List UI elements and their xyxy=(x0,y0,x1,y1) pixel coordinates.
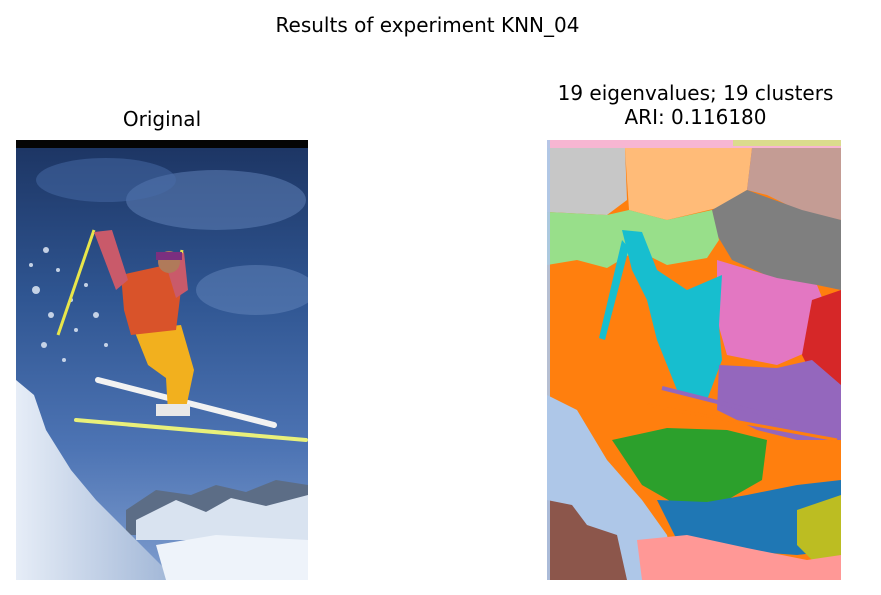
original-photo-illustration xyxy=(16,140,308,580)
snow-spray xyxy=(29,247,108,362)
cluster-blue xyxy=(657,480,841,555)
skier-headband xyxy=(156,252,182,260)
cluster-cyan xyxy=(622,230,722,400)
ski-lower xyxy=(74,418,308,442)
segmentation-image xyxy=(547,140,841,580)
cluster-light-brown xyxy=(747,148,841,220)
cluster-olive xyxy=(797,495,841,560)
cluster-light-pink xyxy=(547,140,841,148)
cluster-purple xyxy=(717,360,841,440)
figure-suptitle: Results of experiment KNN_04 xyxy=(275,13,580,37)
cluster-pink xyxy=(717,260,827,365)
segmentation-map xyxy=(547,140,841,580)
ski-streak xyxy=(661,386,798,424)
snow-field xyxy=(156,535,308,580)
cloud xyxy=(196,265,308,315)
skier-arm-left xyxy=(94,230,128,290)
pole-left xyxy=(56,229,96,336)
cluster-cyan-pole xyxy=(599,240,629,340)
segmentation-panel-title: 19 eigenvalues; 19 clusters ARI: 0.11618… xyxy=(500,81,881,129)
mountain-snow xyxy=(136,495,308,540)
ski-streak xyxy=(646,403,838,442)
top-dark-strip xyxy=(16,140,308,148)
edge-strip xyxy=(547,140,550,580)
cloud xyxy=(36,158,176,202)
cluster-light-orange xyxy=(625,148,752,220)
cluster-light-red xyxy=(637,535,841,580)
segmentation-title-line-2: ARI: 0.116180 xyxy=(624,105,767,129)
ski-boots xyxy=(156,404,190,416)
cluster-green xyxy=(612,428,767,505)
cluster-gray xyxy=(712,190,841,290)
snow-cliff xyxy=(16,380,176,580)
original-panel-title: Original xyxy=(122,107,202,131)
cluster-light-olive xyxy=(733,140,841,146)
cluster-light-gray xyxy=(547,148,627,215)
original-image xyxy=(16,140,308,580)
cluster-brown xyxy=(547,500,627,580)
skier-pants xyxy=(134,325,194,412)
segmentation-title-line-1: 19 eigenvalues; 19 clusters xyxy=(557,81,834,105)
skier-jacket xyxy=(121,265,181,335)
